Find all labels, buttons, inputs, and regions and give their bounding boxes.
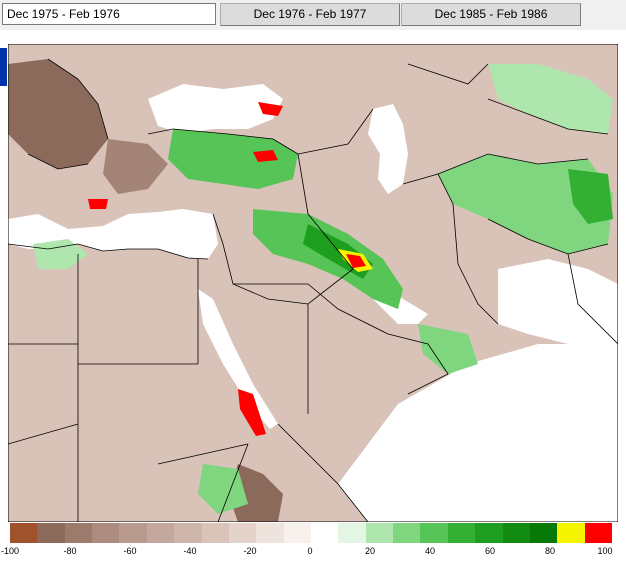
- legend-label: 80: [544, 546, 556, 556]
- arabian-sea: [338, 344, 618, 522]
- color-legend: [10, 523, 613, 543]
- legend-label: 20: [364, 546, 376, 556]
- legend-swatch: [174, 523, 203, 543]
- north-africa-wet: [33, 239, 88, 269]
- legend-swatch: [584, 523, 613, 543]
- legend-swatch: [338, 523, 367, 543]
- legend-label: -40: [183, 546, 197, 556]
- legend-swatch: [64, 523, 93, 543]
- legend-label: 60: [484, 546, 496, 556]
- legend-swatch: [502, 523, 531, 543]
- legend-swatch: [92, 523, 120, 543]
- period-button-1986[interactable]: Dec 1985 - Feb 1986: [401, 3, 581, 26]
- afghanistan-wet: [438, 154, 613, 254]
- period-input[interactable]: [2, 3, 216, 25]
- legend-swatch: [146, 523, 175, 543]
- precipitation-map[interactable]: [8, 44, 618, 522]
- legend-label: -20: [243, 546, 257, 556]
- ocean-east: [498, 259, 618, 344]
- black-sea: [148, 84, 283, 134]
- central-asia-wet: [488, 64, 613, 134]
- legend-label: -100: [0, 546, 20, 556]
- ethiopia-dry: [228, 464, 283, 522]
- east-wet: [568, 169, 613, 224]
- legend-swatch: [201, 523, 230, 543]
- caspian-sea: [368, 104, 408, 194]
- legend-swatch: [10, 523, 38, 543]
- legend-swatch: [228, 523, 257, 543]
- legend-swatch: [393, 523, 421, 543]
- legend-swatch: [37, 523, 66, 543]
- period-button-1977[interactable]: Dec 1976 - Feb 1977: [220, 3, 400, 26]
- legend-swatch: [447, 523, 476, 543]
- legend-swatch: [365, 523, 394, 543]
- georgia-extreme: [258, 102, 283, 116]
- toolbar: Dec 1976 - Feb 1977 Dec 1985 - Feb 1986: [0, 0, 626, 30]
- red-sea: [198, 289, 278, 429]
- balkans-dry: [8, 59, 108, 169]
- anatolia-wet: [168, 129, 298, 189]
- iraq-extreme: [346, 254, 366, 268]
- eritrea-extreme: [238, 389, 266, 436]
- legend-swatch: [311, 523, 339, 543]
- legend-swatch: [283, 523, 312, 543]
- legend-label: 100: [597, 546, 613, 556]
- legend-label: -60: [123, 546, 137, 556]
- legend-label: 0: [307, 546, 313, 556]
- oman-wet: [418, 324, 478, 374]
- legend-swatch: [475, 523, 504, 543]
- greece-dry: [103, 139, 168, 194]
- legend-label: 40: [424, 546, 436, 556]
- scroll-marker[interactable]: [0, 48, 7, 86]
- legend-swatch: [557, 523, 586, 543]
- map-svg: [8, 44, 618, 522]
- legend-swatch: [119, 523, 148, 543]
- legend-swatch: [529, 523, 558, 543]
- turkey-extreme: [253, 150, 278, 162]
- crete-extreme: [88, 199, 108, 209]
- map-area: [0, 30, 626, 522]
- legend-swatch: [256, 523, 285, 543]
- country-borders: [8, 58, 618, 522]
- legend-swatch: [420, 523, 449, 543]
- legend-label: -80: [63, 546, 77, 556]
